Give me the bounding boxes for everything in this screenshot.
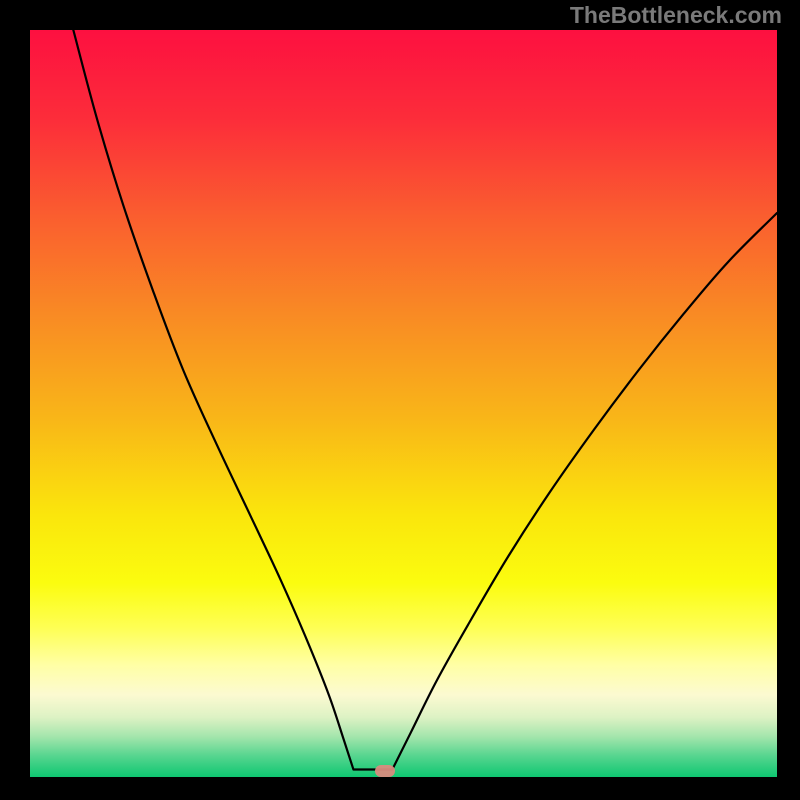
bottleneck-curve: [30, 30, 777, 777]
plot-area: [30, 30, 777, 777]
optimum-marker: [375, 765, 395, 777]
